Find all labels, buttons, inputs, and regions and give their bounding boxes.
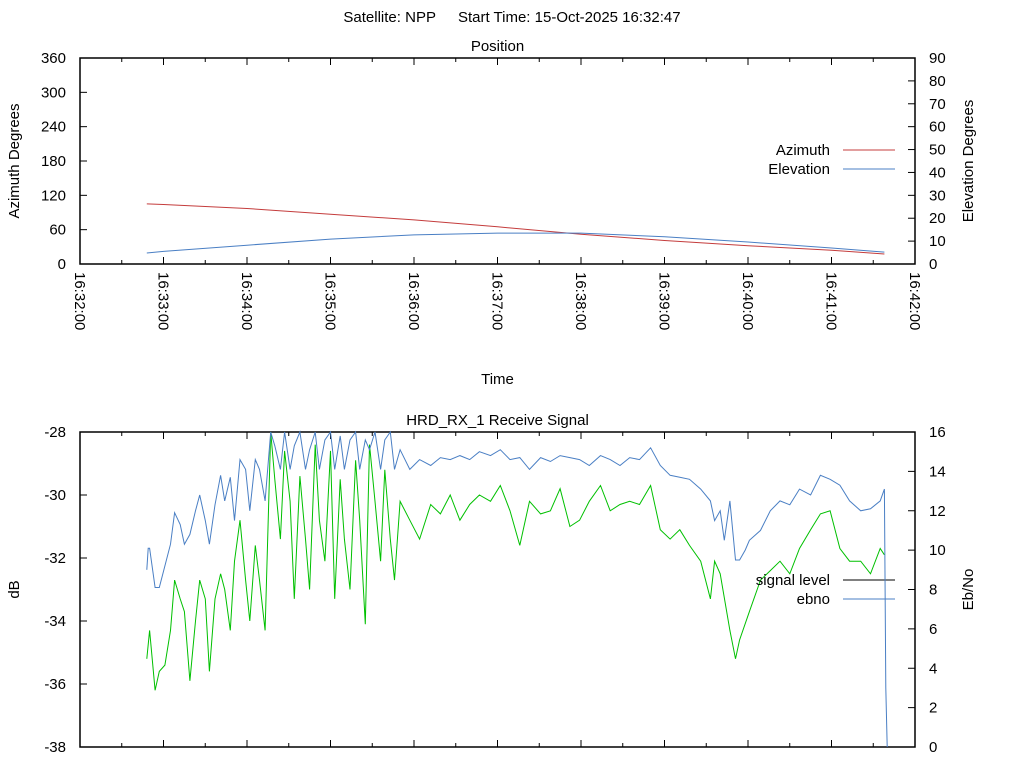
y2-tick-label: 6: [929, 621, 937, 638]
y-tick-label: 240: [41, 119, 66, 136]
charts: Position 16:32:00 16:33:00 16:34:00 16:35:00…: [6, 38, 977, 756]
x-tick-label: 16:40:00: [739, 272, 756, 330]
y2-tick-label: 70: [929, 96, 946, 113]
x-tick-label: 16:39:00: [656, 272, 673, 330]
y-tick-label: 300: [41, 84, 66, 101]
x-tick-label: 16:37:00: [489, 272, 506, 330]
y2-tick-label: 8: [929, 582, 937, 599]
x-tick-label: 16:42:00: [906, 272, 923, 330]
x-tick-label: 16:32:00: [71, 272, 88, 330]
y2-tick-label: 2: [929, 700, 937, 717]
y-tick-label: 0: [58, 256, 66, 273]
series-line-elevation: [146, 232, 885, 254]
x-axis-label: Time: [481, 371, 514, 388]
y-tick-label: -28: [44, 424, 66, 441]
y-tick-label: -38: [44, 739, 66, 756]
y-tick-label: -36: [44, 676, 66, 693]
chart-title: Position: [471, 38, 524, 55]
legend-label: Azimuth: [776, 142, 830, 159]
y2-tick-label: 20: [929, 210, 946, 227]
x-tick-label: 16:34:00: [238, 272, 255, 330]
y2-tick-label: 90: [929, 50, 946, 67]
y-tick-label: 360: [41, 50, 66, 67]
legend-label: signal level: [756, 572, 830, 589]
y2-tick-label: 60: [929, 119, 946, 136]
y2-tick-label: 80: [929, 73, 946, 90]
y-axis-label: Azimuth Degrees: [6, 103, 23, 218]
figure-title: Satellite: NPP Start Time: 15-Oct-2025 16…: [343, 9, 680, 26]
y2-tick-label: 14: [929, 463, 946, 480]
y2-tick-label: 10: [929, 542, 946, 559]
chart-title: HRD_RX_1 Receive Signal: [406, 412, 589, 429]
y-tick-label: 180: [41, 153, 66, 170]
chart-1: Position 16:32:00 16:33:00 16:34:00 16:35:00…: [6, 38, 977, 388]
y2-tick-label: 0: [929, 256, 937, 273]
y-tick-label: -32: [44, 550, 66, 567]
y-tick-label: 60: [49, 222, 66, 239]
y-tick-label: 120: [41, 187, 66, 204]
legend-label: Elevation: [768, 161, 830, 178]
y2-tick-label: 16: [929, 424, 946, 441]
x-tick-label: 16:33:00: [155, 272, 172, 330]
x-tick-label: 16:36:00: [405, 272, 422, 330]
chart-2: HRD_RX_1 Receive Signal -38 -36 -34 -32 -30 -2…: [6, 412, 977, 756]
y2-tick-label: 30: [929, 187, 946, 204]
series-line-signal-level: [146, 431, 885, 691]
x-tick-label: 16:41:00: [823, 272, 840, 330]
legend-label: ebno: [797, 591, 830, 608]
y2-tick-label: 50: [929, 142, 946, 159]
start-time-label: Start Time: 15-Oct-2025 16:32:47: [458, 9, 681, 26]
plot-frame: [79, 431, 916, 748]
y2-axis-label: Elevation Degrees: [960, 100, 977, 223]
y2-tick-label: 40: [929, 164, 946, 181]
x-tick-label: 16:38:00: [572, 272, 589, 330]
y2-tick-label: 4: [929, 660, 937, 677]
satellite-label: Satellite: NPP: [343, 9, 436, 26]
y2-tick-label: 10: [929, 233, 946, 250]
y2-tick-label: 0: [929, 739, 937, 756]
y2-axis-label: Eb/No: [960, 569, 977, 611]
x-tick-label: 16:35:00: [322, 272, 339, 330]
series-line-ebno: [146, 430, 888, 748]
series-line-azimuth: [146, 203, 885, 255]
y2-tick-label: 12: [929, 503, 946, 520]
y-tick-label: -30: [44, 487, 66, 504]
y-axis-label: dB: [6, 580, 23, 598]
y-tick-label: -34: [44, 613, 66, 630]
